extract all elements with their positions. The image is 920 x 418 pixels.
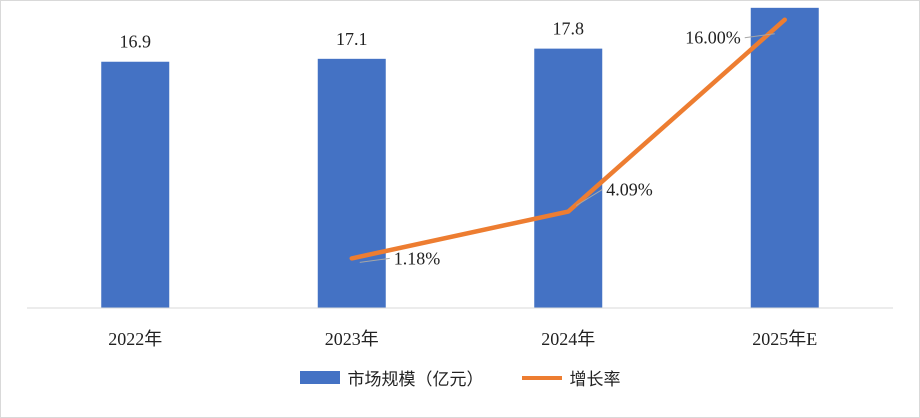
legend-label-market-size: 市场规模（亿元） (347, 370, 484, 390)
category-label-1: 2023年 (325, 329, 379, 349)
growth-value-label-1: 1.18% (394, 248, 441, 268)
growth-value-label-3: 16.00% (685, 28, 741, 48)
legend-swatch-bar (299, 371, 340, 384)
growth-leader-line-1 (359, 257, 390, 263)
bar-value-label-0: 16.9 (120, 32, 152, 52)
bar-3 (750, 7, 819, 308)
bar-value-label-2: 17.8 (553, 19, 585, 39)
category-label-3: 2025年E (752, 329, 817, 349)
legend-item-market-size: 市场规模（亿元） (299, 365, 484, 390)
legend-item-growth-rate: 增长率 (521, 365, 621, 390)
category-label-2: 2024年 (541, 329, 595, 349)
bar-0 (101, 61, 170, 308)
category-label-0: 2022年 (108, 329, 162, 349)
growth-line (349, 17, 787, 261)
legend-label-growth-rate: 增长率 (569, 370, 621, 390)
bar-2 (534, 48, 603, 308)
growth-leader-line-2 (575, 189, 603, 206)
growth-leader-line-3 (744, 33, 775, 39)
growth-value-label-2: 4.09% (606, 180, 653, 200)
bar-value-label-1: 17.1 (336, 29, 368, 49)
legend: 市场规模（亿元） 增长率 (1, 365, 919, 390)
legend-swatch-line (521, 375, 562, 380)
bar-1 (317, 58, 386, 309)
